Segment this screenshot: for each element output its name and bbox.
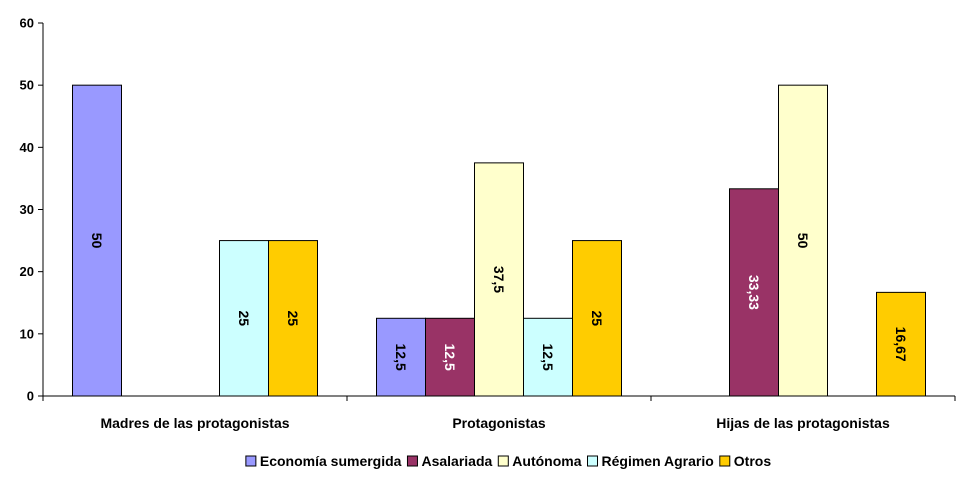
y-tick-label: 50 [20, 78, 34, 93]
legend-swatch [406, 455, 418, 467]
data-label: 25 [285, 311, 301, 327]
data-label: 16,67 [893, 327, 909, 362]
legend-swatch [719, 455, 731, 467]
bar [219, 240, 269, 397]
category-label: Protagonistas [452, 415, 546, 431]
legend-label: Asalariada [421, 453, 492, 469]
data-label: 25 [589, 311, 605, 327]
legend-label: Autónoma [512, 453, 581, 469]
bar [72, 84, 122, 397]
bar [376, 317, 426, 397]
data-label: 33,33 [746, 275, 762, 310]
legend-label: Régimen Agrario [602, 453, 714, 469]
legend-swatch [497, 455, 509, 467]
legend-item: Economía sumergida [245, 453, 402, 469]
legend: Economía sumergida Asalariada Autónoma Régi… [245, 453, 772, 469]
data-label: 12,5 [393, 344, 409, 371]
bar [572, 240, 622, 397]
bar [729, 188, 779, 397]
legend-swatch [587, 455, 599, 467]
bar [778, 84, 828, 397]
legend-label: Otros [734, 453, 772, 469]
category-label: Hijas de las protagonistas [716, 415, 890, 431]
bar [425, 317, 475, 397]
y-tick-label: 20 [20, 264, 34, 279]
y-tick-label: 30 [20, 202, 34, 217]
legend-label: Economía sumergida [260, 453, 402, 469]
bars: 50 12,5 12,5 33,33 37,5 50 25 12,5 25 25 16,67 [72, 84, 926, 397]
y-tick-label: 60 [20, 16, 34, 31]
bar [876, 291, 926, 397]
x-axis: Madres de las protagonistas Protagonistas… [42, 395, 956, 431]
bar [268, 240, 318, 397]
legend-swatch [245, 455, 257, 467]
data-label: 12,5 [442, 344, 458, 371]
bar [474, 162, 524, 397]
data-label: 25 [236, 311, 252, 327]
category-label: Madres de las protagonistas [100, 415, 289, 431]
data-label: 12,5 [540, 344, 556, 371]
legend-item: Autónoma [497, 453, 582, 469]
legend-item: Otros [719, 453, 772, 469]
legend-item: Asalariada [406, 453, 492, 469]
data-label: 37,5 [491, 266, 507, 293]
y-tick-label: 10 [20, 326, 34, 341]
y-axis: 0 10 20 30 40 50 60 [20, 16, 44, 404]
y-tick-label: 40 [20, 140, 34, 155]
y-tick-label: 0 [27, 389, 34, 404]
data-label: 50 [795, 233, 811, 249]
legend-item: Régimen Agrario [587, 453, 714, 469]
data-label: 50 [89, 233, 105, 249]
